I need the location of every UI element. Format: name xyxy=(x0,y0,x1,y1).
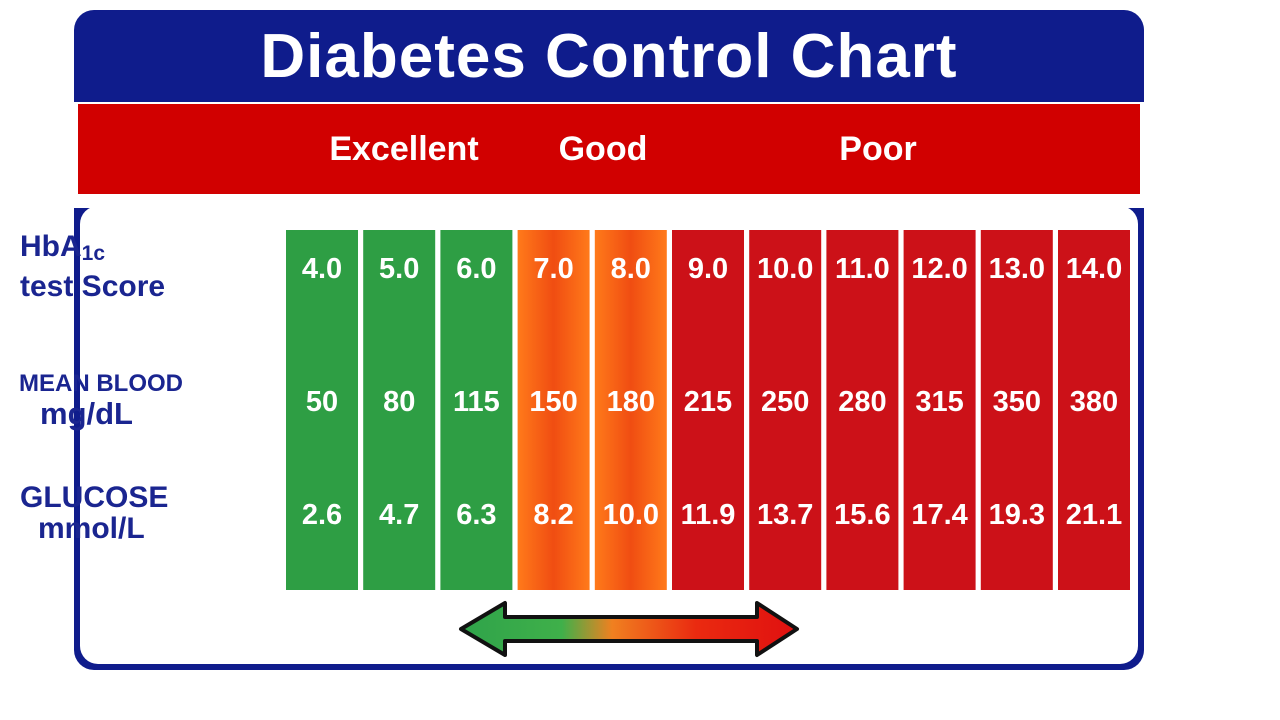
chart-title: Diabetes Control Chart xyxy=(260,21,958,91)
column-10-0 xyxy=(749,230,822,590)
label-hba1c: HbA1c xyxy=(20,230,106,265)
cell-hba1c-0: 4.0 xyxy=(302,253,342,285)
label-hba1c-test-score: test Score xyxy=(20,270,166,303)
cell-mgdl-3: 150 xyxy=(529,386,577,418)
column-5-0 xyxy=(363,230,436,590)
cell-mgdl-2: 115 xyxy=(453,386,500,418)
column-9-0 xyxy=(672,230,744,590)
cell-mmol-10: 21.1 xyxy=(1066,499,1122,531)
cell-mmol-1: 4.7 xyxy=(379,499,419,531)
column-7-0 xyxy=(517,230,590,590)
label-glucose: GLUCOSE xyxy=(20,481,169,514)
cell-hba1c-1: 5.0 xyxy=(379,253,419,285)
title-bar: Diabetes Control Chart xyxy=(74,10,1144,102)
range-arrow xyxy=(459,601,799,657)
cell-mgdl-8: 315 xyxy=(915,386,963,418)
cell-hba1c-7: 11.0 xyxy=(835,253,890,285)
cell-hba1c-5: 9.0 xyxy=(688,253,728,285)
cell-hba1c-4: 8.0 xyxy=(611,253,651,285)
label-mg-dl: mg/dL xyxy=(40,396,133,431)
cell-mmol-7: 15.6 xyxy=(834,499,890,531)
column-4-0 xyxy=(286,230,358,590)
cell-mgdl-9: 350 xyxy=(993,386,1041,418)
cell-hba1c-9: 13.0 xyxy=(989,253,1045,285)
cell-mmol-8: 17.4 xyxy=(911,499,967,531)
cell-mmol-6: 13.7 xyxy=(757,499,813,531)
cell-mmol-5: 11.9 xyxy=(681,499,736,531)
cell-hba1c-8: 12.0 xyxy=(911,253,967,285)
cell-mmol-3: 8.2 xyxy=(533,499,573,531)
column-6-0 xyxy=(440,230,513,590)
column-8-0 xyxy=(594,230,667,590)
cell-mmol-2: 6.3 xyxy=(456,499,496,531)
cell-mmol-4: 10.0 xyxy=(603,499,659,531)
cell-mgdl-4: 180 xyxy=(607,386,655,418)
column-11-0 xyxy=(826,230,899,590)
cell-mgdl-0: 50 xyxy=(306,386,338,418)
rating-poor: Poor xyxy=(839,130,917,168)
cell-mgdl-6: 250 xyxy=(761,386,809,418)
cell-mgdl-7: 280 xyxy=(838,386,886,418)
rating-good: Good xyxy=(558,130,648,168)
cell-mgdl-10: 380 xyxy=(1070,386,1118,418)
cell-mmol-9: 19.3 xyxy=(989,499,1045,531)
label-mmol-l: mmol/L xyxy=(38,512,145,545)
cell-mgdl-5: 215 xyxy=(684,386,732,418)
cell-mmol-0: 2.6 xyxy=(302,499,342,531)
cell-hba1c-10: 14.0 xyxy=(1066,253,1122,285)
label-mean-blood: MEAN BLOOD xyxy=(19,370,183,397)
rating-band: Excellent Good Poor xyxy=(78,104,1140,194)
cell-mgdl-1: 80 xyxy=(383,386,415,418)
column-14-0 xyxy=(1058,230,1130,590)
cell-hba1c-6: 10.0 xyxy=(757,253,813,285)
column-12-0 xyxy=(903,230,976,590)
column-13-0 xyxy=(980,230,1053,590)
cell-hba1c-2: 6.0 xyxy=(456,253,496,285)
rating-excellent: Excellent xyxy=(329,130,479,168)
cell-hba1c-3: 7.0 xyxy=(533,253,573,285)
